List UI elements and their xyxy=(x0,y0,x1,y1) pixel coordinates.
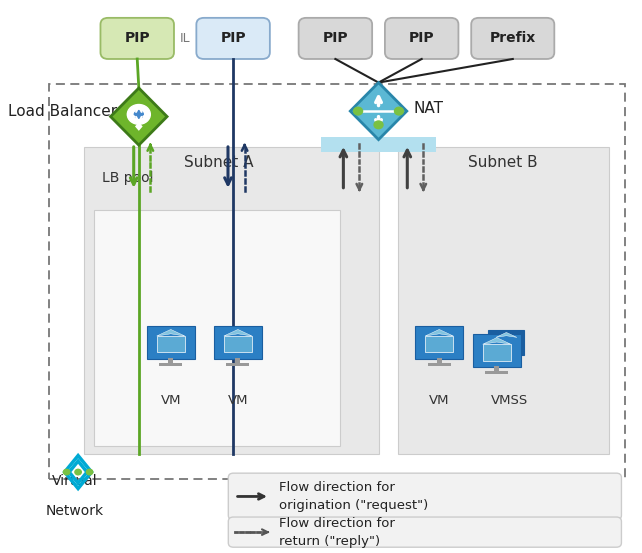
Text: VM: VM xyxy=(228,394,248,406)
Circle shape xyxy=(87,469,93,475)
Text: Prefix: Prefix xyxy=(490,32,536,45)
Bar xyxy=(483,344,511,361)
Text: NAT: NAT xyxy=(413,101,444,116)
Circle shape xyxy=(64,469,70,475)
Text: Network: Network xyxy=(46,504,104,518)
Text: PIP: PIP xyxy=(125,32,150,45)
Polygon shape xyxy=(157,330,185,336)
Circle shape xyxy=(134,111,143,118)
Polygon shape xyxy=(135,122,143,131)
Bar xyxy=(489,330,525,354)
Bar xyxy=(498,358,515,360)
Bar xyxy=(494,366,499,372)
Text: PIP: PIP xyxy=(409,32,435,45)
Circle shape xyxy=(374,121,383,129)
Bar xyxy=(157,336,185,352)
Bar xyxy=(415,326,464,359)
FancyBboxPatch shape xyxy=(299,18,372,59)
Text: IL: IL xyxy=(179,32,190,45)
FancyBboxPatch shape xyxy=(471,18,554,59)
Polygon shape xyxy=(351,82,407,139)
Bar xyxy=(505,354,508,358)
Bar xyxy=(94,210,340,446)
Bar xyxy=(428,363,451,366)
Polygon shape xyxy=(425,330,453,336)
Bar xyxy=(227,363,249,366)
Circle shape xyxy=(127,105,150,124)
FancyBboxPatch shape xyxy=(100,18,174,59)
Text: VMSS: VMSS xyxy=(491,394,528,406)
Text: Subnet B: Subnet B xyxy=(469,155,538,170)
Bar xyxy=(147,326,195,359)
Bar xyxy=(496,337,517,349)
Text: Subnet A: Subnet A xyxy=(184,155,254,170)
Bar xyxy=(159,363,182,366)
Bar xyxy=(473,335,521,367)
Bar xyxy=(437,358,442,363)
Bar xyxy=(85,147,379,454)
Text: PIP: PIP xyxy=(220,32,246,45)
Bar xyxy=(425,336,453,352)
Polygon shape xyxy=(496,332,517,337)
FancyBboxPatch shape xyxy=(229,517,621,547)
Text: PIP: PIP xyxy=(322,32,348,45)
Circle shape xyxy=(75,469,82,475)
Text: LB pool: LB pool xyxy=(102,171,154,185)
Polygon shape xyxy=(483,338,511,344)
Bar xyxy=(49,84,625,479)
Circle shape xyxy=(395,107,403,115)
Bar xyxy=(168,358,173,363)
Bar xyxy=(236,358,241,363)
Polygon shape xyxy=(110,88,167,145)
Bar xyxy=(321,138,436,152)
Polygon shape xyxy=(224,330,252,336)
Bar xyxy=(214,326,262,359)
Text: VM: VM xyxy=(160,394,181,406)
FancyBboxPatch shape xyxy=(196,18,270,59)
Text: Flow direction for
return ("reply"): Flow direction for return ("reply") xyxy=(279,517,395,547)
Circle shape xyxy=(354,107,363,115)
Text: Load Balancer: Load Balancer xyxy=(8,103,117,118)
Text: Virtual: Virtual xyxy=(52,474,98,488)
Bar xyxy=(485,371,508,374)
Text: VM: VM xyxy=(429,394,449,406)
Bar xyxy=(397,147,609,454)
Text: Flow direction for
origination ("request"): Flow direction for origination ("request… xyxy=(279,481,429,512)
FancyBboxPatch shape xyxy=(229,473,621,520)
Bar xyxy=(224,336,252,352)
FancyBboxPatch shape xyxy=(385,18,458,59)
